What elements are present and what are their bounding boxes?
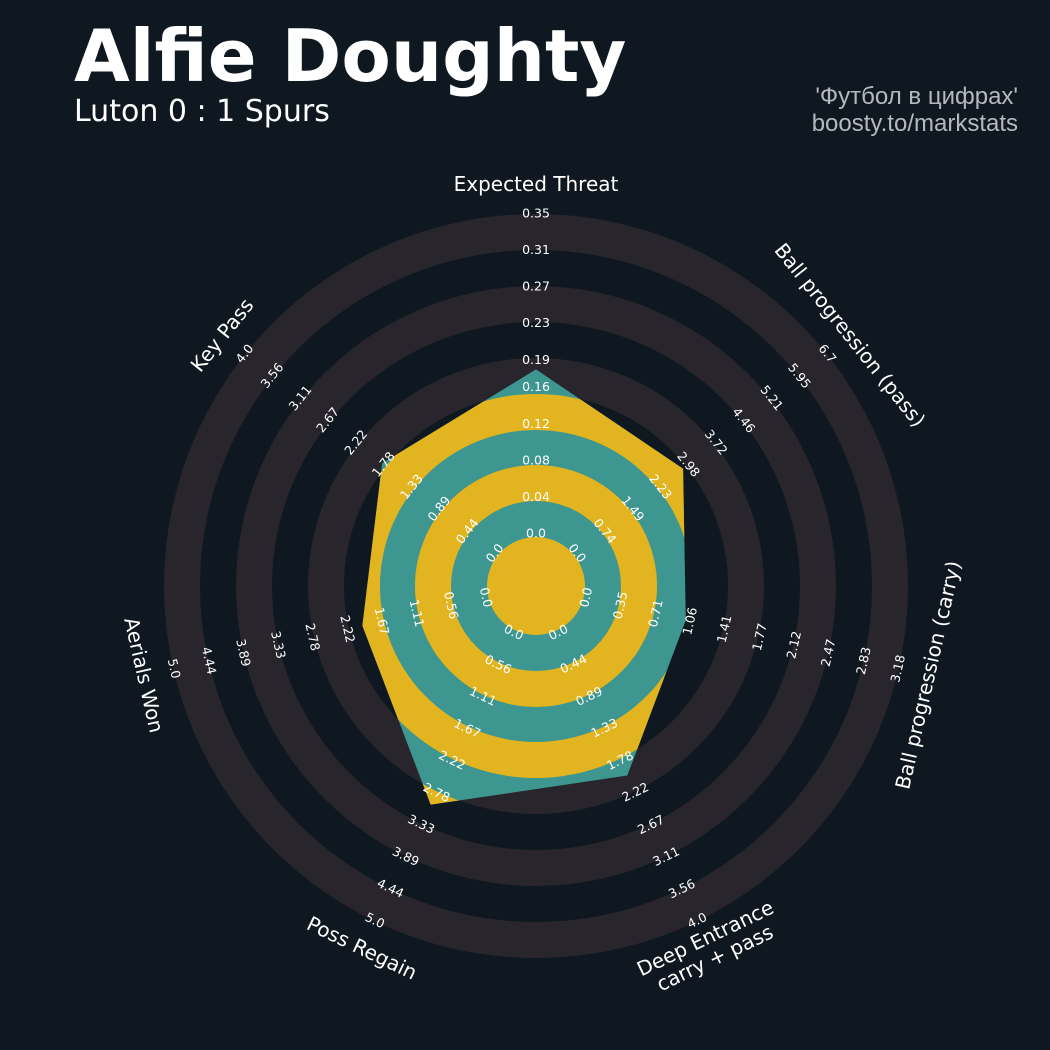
tick-label: 5.0 xyxy=(165,657,184,680)
tick-label: 0.0 xyxy=(477,586,496,609)
ring xyxy=(415,465,657,707)
tick-label: 1.06 xyxy=(679,606,700,637)
tick-label: 0.35 xyxy=(610,590,631,620)
tick-label: 2.83 xyxy=(853,645,874,675)
tick-label: 0.31 xyxy=(522,242,550,257)
tick-label: 0.27 xyxy=(522,279,550,294)
tick-label: 0.0 xyxy=(576,586,595,609)
ring xyxy=(487,537,585,635)
tick-label: 3.18 xyxy=(887,653,908,684)
tick-label: 4.44 xyxy=(199,645,220,676)
annotation: 'Футбол в цифрах' xyxy=(815,83,1018,110)
tick-label: 2.78 xyxy=(302,622,323,653)
tick-label: 2.12 xyxy=(783,630,804,660)
tick-label: 0.23 xyxy=(522,315,550,330)
tick-label: 0.16 xyxy=(522,379,550,394)
tick-label: 0.0 xyxy=(526,526,546,541)
highlight-rings xyxy=(362,369,686,805)
axis-label: Expected Threat xyxy=(453,172,619,196)
tick-label: 0.56 xyxy=(441,590,462,621)
tick-label: 0.35 xyxy=(522,206,550,221)
tick-label: 3.33 xyxy=(268,630,289,660)
tick-label: 1.67 xyxy=(372,606,393,636)
tick-label: 2.22 xyxy=(337,614,358,644)
tick-label: 1.11 xyxy=(407,598,428,628)
tick-label: 1.41 xyxy=(714,614,735,644)
tick-label: 2.47 xyxy=(818,637,839,667)
tick-label: 0.12 xyxy=(522,416,550,431)
tick-label: 0.04 xyxy=(522,489,550,504)
annotation: boosty.to/markstats xyxy=(811,110,1018,137)
chart-title: Alfie Doughty xyxy=(74,14,627,98)
tick-label: 3.89 xyxy=(233,638,254,669)
chart-subtitle: Luton 0 : 1 Spurs xyxy=(74,94,330,129)
tick-label: 0.08 xyxy=(522,452,550,467)
tick-label: 0.19 xyxy=(522,352,550,367)
tick-label: 0.71 xyxy=(645,598,666,628)
tick-label: 1.77 xyxy=(749,622,770,652)
